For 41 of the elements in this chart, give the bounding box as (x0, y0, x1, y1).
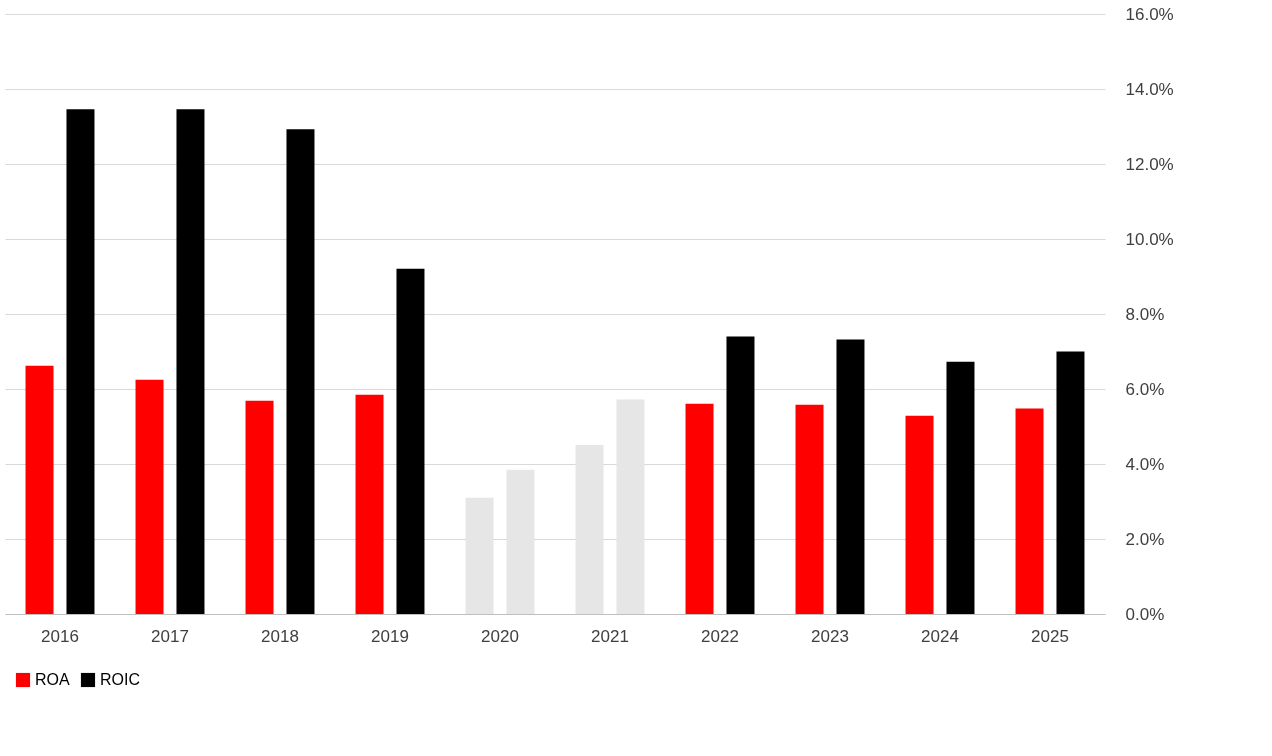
bar (66, 109, 95, 614)
y-tick-label: 0.0% (1125, 604, 1165, 624)
bar (616, 399, 645, 614)
x-tick-label: 2016 (41, 626, 79, 646)
x-tick-label: 2022 (701, 626, 739, 646)
bar (176, 109, 205, 614)
x-tick-label: 2021 (591, 626, 629, 646)
legend-label: ROIC (100, 671, 140, 688)
bar (25, 365, 54, 614)
y-tick-label: 8.0% (1125, 304, 1165, 324)
x-tick-label: 2025 (1031, 626, 1069, 646)
y-tick-label: 2.0% (1125, 529, 1165, 549)
bar (245, 400, 274, 614)
y-tick-label: 14.0% (1125, 79, 1174, 99)
bar (795, 404, 824, 614)
bar (836, 339, 865, 614)
bar (1015, 408, 1044, 614)
y-tick-label: 12.0% (1125, 154, 1174, 174)
x-tick-label: 2019 (371, 626, 409, 646)
y-tick-label: 10.0% (1125, 229, 1174, 249)
bar (355, 394, 384, 614)
bar (946, 361, 975, 614)
y-tick-label: 16.0% (1125, 4, 1174, 24)
bar (135, 379, 164, 614)
x-tick-label: 2023 (811, 626, 849, 646)
bar (726, 336, 755, 614)
y-tick-label: 6.0% (1125, 379, 1165, 399)
legend-label: ROA (35, 671, 70, 688)
bar (685, 403, 714, 614)
bar (1056, 351, 1085, 614)
bar (396, 268, 425, 614)
y-tick-label: 4.0% (1125, 454, 1165, 474)
bar (575, 444, 604, 614)
x-tick-label: 2018 (261, 626, 299, 646)
bar (286, 129, 315, 614)
x-tick-label: 2024 (921, 626, 959, 646)
bar (905, 415, 934, 614)
bar (506, 469, 535, 614)
x-tick-label: 2017 (151, 626, 189, 646)
bar (465, 497, 494, 614)
x-tick-label: 2020 (481, 626, 519, 646)
